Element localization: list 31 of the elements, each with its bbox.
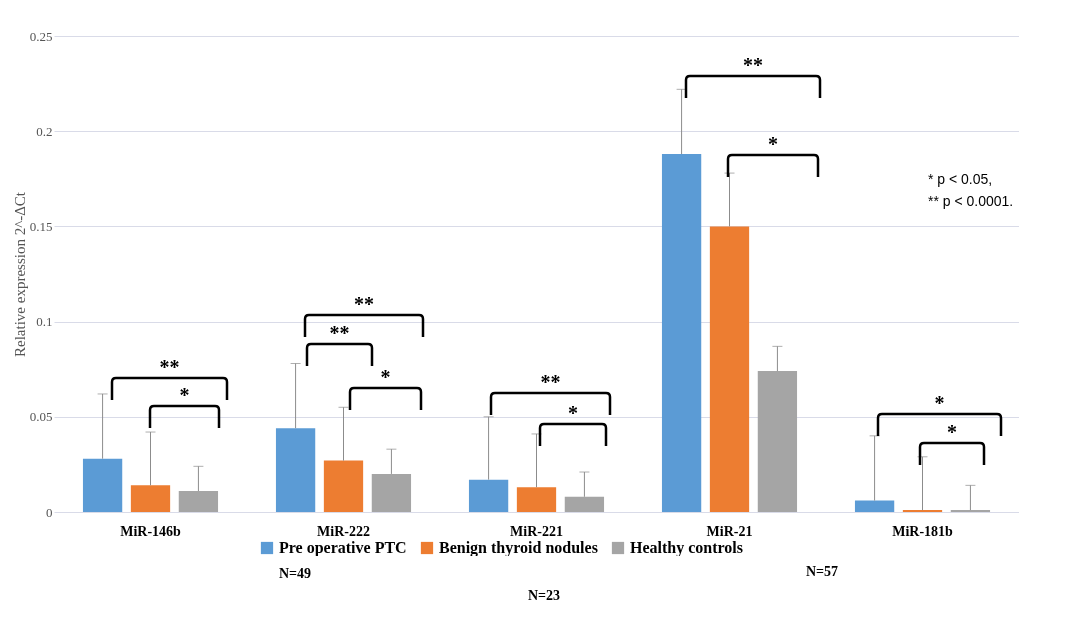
annotation: ** xyxy=(743,54,763,76)
annotation: * xyxy=(768,133,778,155)
x-tick-label: MiR-221 xyxy=(510,523,563,539)
y-tick-label: 0.05 xyxy=(29,409,53,425)
text: N=23 xyxy=(527,588,561,604)
annotation: * xyxy=(934,392,945,414)
legend-label: Pre operative PTC xyxy=(279,539,407,557)
x-tick-label: MiR-146b xyxy=(120,523,182,539)
y-tick-label: 0.15 xyxy=(29,218,53,234)
x-tick-label: MiR-181b xyxy=(892,523,954,539)
y-tick-label: 0.25 xyxy=(29,28,53,44)
annotation: * xyxy=(380,366,391,388)
x-tick-label: MiR-222 xyxy=(317,523,370,539)
y-axis-title: Relative expression 2^-ΔCt xyxy=(11,191,28,357)
annotation: ** p < 0.0001. xyxy=(928,192,1014,211)
annotation: ** xyxy=(329,322,350,344)
annotation: * p < 0.05, xyxy=(928,170,994,189)
text: N=57 xyxy=(805,564,839,580)
y-tick-label: 0 xyxy=(46,504,53,520)
annotation: * xyxy=(568,402,578,424)
annotation: ** xyxy=(540,371,561,393)
y-tick-label: 0.2 xyxy=(36,123,53,139)
x-tick-label: MiR-21 xyxy=(706,523,753,539)
annotation: ** xyxy=(354,293,374,315)
annotation: * xyxy=(179,384,190,406)
legend-label: Benign thyroid nodules xyxy=(439,539,598,557)
annotation: * xyxy=(947,421,957,443)
y-tick-label: 0.1 xyxy=(36,314,53,330)
text: N=49 xyxy=(278,566,312,582)
legend-label: Healthy controls xyxy=(630,539,744,557)
annotation: ** xyxy=(159,356,180,378)
